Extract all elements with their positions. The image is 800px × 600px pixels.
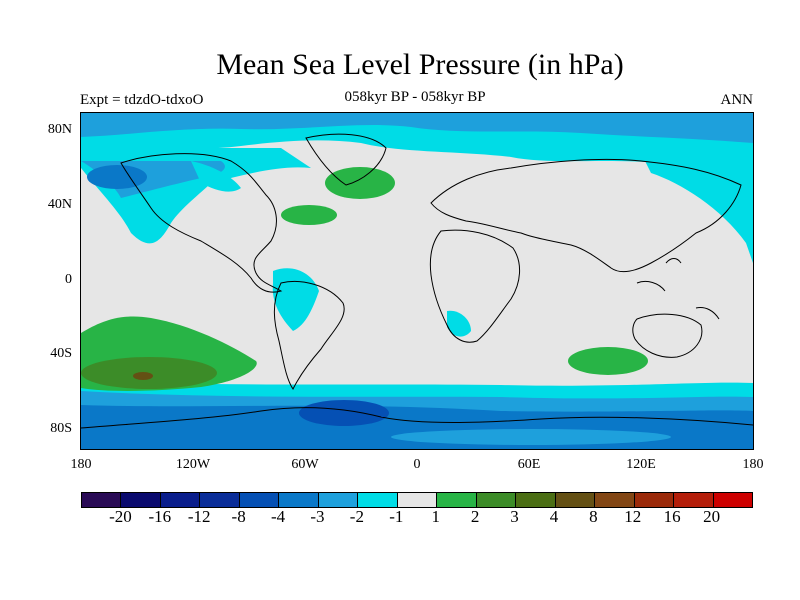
colorbar-swatch bbox=[82, 493, 122, 507]
greenland-cyan-region bbox=[191, 161, 241, 192]
colorbar-swatch bbox=[318, 493, 359, 507]
x-tick-label-0: 0 bbox=[413, 457, 421, 472]
y-tick-label-40s: 40S bbox=[50, 346, 72, 361]
colorbar-label: -4 bbox=[270, 507, 286, 526]
colorbar-label: 4 bbox=[549, 507, 559, 526]
x-tick-label-180-east: 180 bbox=[742, 457, 764, 472]
indian-ocean-green-region bbox=[568, 347, 648, 375]
colorbar-swatch bbox=[397, 493, 438, 507]
colorbar-swatch bbox=[634, 493, 675, 507]
colorbar-label: 16 bbox=[663, 507, 681, 526]
season-label: ANN bbox=[720, 92, 754, 108]
colorbar-swatch bbox=[713, 493, 752, 507]
colorbar-swatch bbox=[121, 493, 161, 507]
south-pole-light-band bbox=[391, 429, 671, 445]
south-pacific-brown-core bbox=[133, 372, 153, 380]
colorbar-swatch bbox=[239, 493, 280, 507]
coastlines bbox=[81, 133, 753, 429]
north-pacific-dark-blue-core bbox=[87, 165, 147, 189]
colorbar-label: -20 bbox=[109, 507, 132, 526]
colorbar-swatch bbox=[476, 493, 517, 507]
map-border bbox=[80, 112, 754, 450]
colorbar-swatch bbox=[516, 493, 556, 507]
x-tick-label-120w: 120W bbox=[175, 457, 211, 472]
pressure-anomaly-map bbox=[81, 113, 753, 449]
colorbar-label: 12 bbox=[624, 507, 642, 526]
southern-africa-cyan-region bbox=[447, 310, 471, 337]
south-america-cyan-region bbox=[272, 268, 319, 331]
x-tick-label-60e: 60E bbox=[517, 457, 541, 472]
x-tick-label-120e: 120E bbox=[626, 457, 656, 472]
colorbar-swatch bbox=[674, 493, 714, 507]
colorbar-swatch bbox=[595, 493, 635, 507]
chart-subtitle: 058kyr BP - 058kyr BP bbox=[344, 89, 486, 105]
colorbar-swatch bbox=[358, 493, 398, 507]
colorbar-label: -1 bbox=[389, 507, 404, 526]
colorbar-label: -12 bbox=[187, 507, 211, 526]
northwest-pacific-cyan-region bbox=[641, 148, 753, 263]
y-tick-label-80n: 80N bbox=[47, 122, 72, 137]
colorbar-swatch bbox=[437, 493, 477, 507]
colorbar-label: -16 bbox=[148, 507, 172, 526]
y-tick-label-40n: 40N bbox=[47, 197, 72, 212]
colorbar-label: -3 bbox=[310, 507, 325, 526]
colorbar-swatch bbox=[200, 493, 240, 507]
x-tick-label-180-west: 180 bbox=[70, 457, 92, 472]
colorbar-label: 3 bbox=[510, 507, 519, 526]
weddell-deep-blue-region bbox=[299, 400, 389, 426]
north-atlantic-green-region bbox=[325, 167, 395, 199]
experiment-label: Expt = tdzdO-tdxoO bbox=[80, 92, 204, 108]
x-tick-label-60w: 60W bbox=[291, 457, 319, 472]
colorbar-label: 2 bbox=[470, 507, 480, 526]
colorbar-swatch bbox=[555, 493, 596, 507]
subtropical-atlantic-green-region bbox=[281, 205, 337, 225]
map-panel bbox=[81, 113, 753, 449]
y-tick-label-80s: 80S bbox=[50, 421, 72, 436]
colorbar-swatch bbox=[160, 493, 201, 507]
chart-title: Mean Sea Level Pressure (in hPa) bbox=[216, 48, 624, 81]
colorbar-label: -8 bbox=[231, 507, 246, 526]
colorbar-swatch bbox=[279, 493, 319, 507]
colorbar-label: 8 bbox=[589, 507, 598, 526]
colorbar-label: -2 bbox=[349, 507, 364, 526]
arctic-mid-blue-band bbox=[81, 113, 753, 143]
colorbar-label: 1 bbox=[431, 507, 440, 526]
colorbar-label: 20 bbox=[703, 507, 721, 526]
y-tick-label-0: 0 bbox=[65, 272, 72, 287]
colorbar bbox=[81, 492, 753, 508]
